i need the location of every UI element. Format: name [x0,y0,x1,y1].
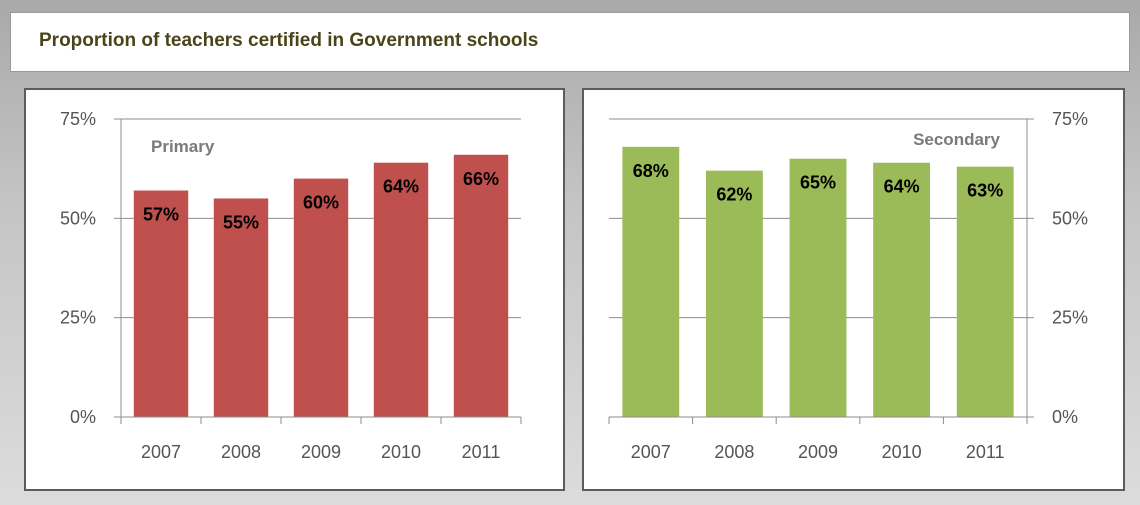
primary-bar-2008 [213,198,269,417]
secondary-bar-2011 [956,166,1014,417]
primary-chart: 0% 25% 50% 75% 57% 55% 60% 64% 66% 2007 2008 2009 20… [60,109,522,462]
primary-x-tick-label: 2011 [462,442,501,462]
secondary-y-tick-label: 50% [1052,208,1088,228]
primary-chart-title: Primary [151,137,215,156]
primary-bar-2009 [293,178,349,417]
primary-data-label-2007: 57% [143,205,179,225]
secondary-x-tick-label: 2007 [631,442,671,462]
primary-x-tick-label: 2010 [381,442,421,462]
primary-x-tick-label: 2008 [221,442,261,462]
primary-data-label-2011: 66% [463,169,499,189]
primary-y-tick-label: 75% [60,109,96,129]
secondary-y-tick-label: 0% [1052,407,1078,427]
secondary-bar-2010 [873,162,931,417]
secondary-x-tick-label: 2011 [966,442,1005,462]
primary-data-label-2010: 64% [383,177,419,197]
primary-y-tick-label: 50% [60,208,96,228]
secondary-y-tick-label: 75% [1052,109,1088,129]
primary-chart-panel: 0% 25% 50% 75% 57% 55% 60% 64% 66% 2007 2008 2009 20… [24,88,565,491]
secondary-y-tick-label: 25% [1052,308,1088,328]
figure-title: Proportion of teachers certified in Gove… [39,30,539,51]
primary-bar-2011 [453,154,509,417]
secondary-bar-2007 [622,146,680,417]
secondary-x-tick-label: 2010 [882,442,922,462]
primary-data-label-2009: 60% [303,193,339,213]
secondary-chart-panel: 0% 25% 50% 75% 68% 62% 65% 64% 63% 2007 2008 2009 20… [582,88,1125,491]
primary-x-tick-label: 2009 [301,442,341,462]
primary-bar-2010 [373,162,429,417]
primary-bar-2007 [133,190,189,417]
secondary-data-label-2011: 63% [967,181,1003,201]
primary-data-label-2008: 55% [223,212,259,232]
secondary-x-tick-label: 2009 [798,442,838,462]
secondary-data-label-2009: 65% [800,173,836,193]
primary-x-tick-label: 2007 [141,442,181,462]
secondary-bar-2009 [789,158,847,417]
title-box: Proportion of teachers certified in Gove… [10,12,1130,72]
secondary-bar-2008 [705,170,763,417]
secondary-data-label-2007: 68% [633,161,669,181]
primary-y-tick-label: 25% [60,308,96,328]
primary-y-tick-label: 0% [70,407,96,427]
secondary-x-tick-label: 2008 [714,442,754,462]
secondary-chart-title: Secondary [913,130,1000,149]
secondary-data-label-2010: 64% [884,177,920,197]
secondary-data-label-2008: 62% [716,185,752,205]
secondary-chart: 0% 25% 50% 75% 68% 62% 65% 64% 63% 2007 2008 2009 20… [608,109,1088,462]
